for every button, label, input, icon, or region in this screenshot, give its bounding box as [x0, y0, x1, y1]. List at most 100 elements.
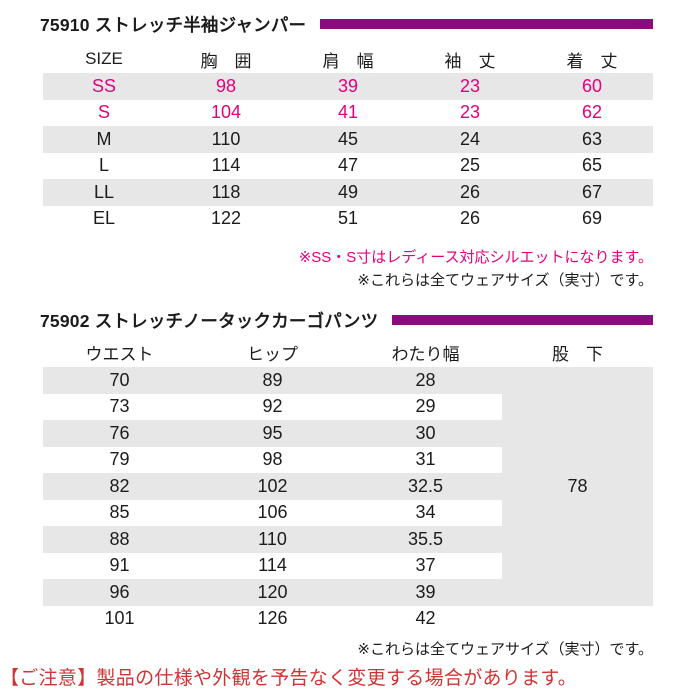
section2-cell: 101: [104, 608, 135, 629]
section1-cell: 24: [459, 128, 481, 149]
jumper-size-table: SIZE 胸 囲 肩 幅 袖 丈 着 丈 SS 98 39 23 60 S 104 41 23 62 M 11…: [43, 45, 653, 232]
section1-cell: 114: [211, 155, 241, 176]
section2-row-79: 79 98 31: [43, 447, 502, 474]
section1-row-L: L 114 47 25 65: [43, 153, 653, 180]
section1-row-S: S 104 41 23 62: [43, 100, 653, 127]
section1-cell: 41: [337, 102, 359, 123]
section2-cell: 96: [109, 581, 130, 602]
notice-text: 【ご注意】製品の仕様や外観を予告なく変更する場合があります。: [0, 668, 578, 689]
section2-cell: 102: [257, 475, 288, 496]
section2-column-header: わたり幅: [391, 344, 460, 364]
pants-table-header-row: ウエスト ヒップ わたり幅 股 下: [43, 337, 653, 367]
section2-cell: 76: [109, 422, 130, 443]
section2-cell: 70: [109, 369, 130, 390]
inseam-merged-cell: 78: [502, 367, 653, 606]
section2-row-91: 91 114 37: [43, 553, 502, 580]
section2-cell: 73: [109, 396, 130, 417]
section2-row-73: 73 92 29: [43, 394, 502, 421]
section2-cell: 82: [109, 475, 130, 496]
section1-column-header: 袖 丈: [444, 51, 496, 71]
section1-cell: 45: [337, 128, 359, 149]
jumper-title-row: 75910 ストレッチ半袖ジャンパー: [40, 13, 653, 35]
section1-cell: 26: [459, 208, 481, 229]
section2-cell: 79: [109, 449, 130, 470]
section2-cell: 39: [415, 581, 436, 602]
section2-cell: 37: [415, 555, 436, 576]
section1-cell: 122: [210, 208, 242, 229]
section1-cell: 60: [581, 75, 603, 96]
section1-cell: 23: [459, 102, 481, 123]
wear-size-note-pants: ※これらは全てウェアサイズ（実寸）です。: [357, 641, 653, 658]
section1-row-EL: EL 122 51 26 69: [43, 206, 653, 233]
section2-cell: 110: [258, 528, 287, 549]
section1-cell: 63: [581, 128, 603, 149]
section1-row-M: M 110 45 24 63: [43, 126, 653, 153]
section1-cell: 118: [211, 181, 241, 202]
section2-cell: 92: [262, 396, 283, 417]
section2-cell: 89: [262, 369, 283, 390]
section1-cell: 110: [211, 128, 241, 149]
jumper-table-body: SS 98 39 23 60 S 104 41 23 62 M 110 45 24 63 L 114 47 25 65…: [43, 73, 653, 232]
pants-title-row: 75902 ストレッチノータックカーゴパンツ: [40, 309, 653, 331]
section1-cell: 67: [581, 181, 603, 202]
section2-column-header: ヒップ: [247, 344, 298, 364]
section2-cell: 91: [109, 555, 130, 576]
section1-cell: 69: [581, 208, 603, 229]
section2-row-70: 70 89 28: [43, 367, 502, 394]
section2-cell: 88: [109, 528, 130, 549]
section1-cell: 51: [337, 208, 359, 229]
section1-cell: 62: [581, 102, 603, 123]
section1-cell: EL: [92, 208, 116, 229]
inseam-value: 78: [567, 475, 588, 496]
section2-cell: 30: [415, 422, 436, 443]
section2-cell: 114: [258, 555, 287, 576]
section1-cell: 26: [459, 181, 481, 202]
section2-cell: 126: [257, 608, 288, 629]
section2-cell: 34: [415, 502, 436, 523]
pants-size-table: ウエスト ヒップ わたり幅 股 下 70 89 28 73 92 29 76 95 30 79 98 31 8…: [43, 337, 653, 632]
section2-cell: 31: [415, 449, 436, 470]
section1-cell: 39: [337, 75, 359, 96]
section1-cell: 25: [459, 155, 481, 176]
section1-cell: 23: [459, 75, 481, 96]
section1-cell: 104: [210, 102, 242, 123]
jumper-title: 75910 ストレッチ半袖ジャンパー: [40, 14, 307, 35]
jumper-title-accent-bar: [320, 19, 653, 29]
section2-column-header: 股 下: [552, 344, 603, 364]
section2-column-header: ウエスト: [85, 344, 154, 364]
section1-cell: 98: [215, 75, 237, 96]
section2-row-76: 76 95 30: [43, 420, 502, 447]
section1-cell: S: [97, 102, 110, 123]
section2-row-88: 88 110 35.5: [43, 526, 502, 553]
section2-cell: 32.5: [407, 475, 444, 496]
section1-row-LL: LL 118 49 26 67: [43, 179, 653, 206]
section2-row-85: 85 106 34: [43, 500, 502, 527]
section1-cell: LL: [93, 181, 115, 202]
section2-row-96: 96 120 39: [43, 579, 502, 606]
ladies-silhouette-note: ※SS・S寸はレディース対応シルエットになります。: [298, 249, 653, 266]
section2-cell: 120: [257, 581, 288, 602]
section2-row-101: 101 126 42: [43, 606, 502, 633]
section1-cell: L: [98, 155, 109, 176]
pants-table-body: 70 89 28 73 92 29 76 95 30 79 98 31 82 102 32.5 85 106 34…: [43, 367, 653, 632]
section1-cell: 47: [337, 155, 359, 176]
pants-title: 75902 ストレッチノータックカーゴパンツ: [40, 310, 379, 331]
section1-column-header: 着 丈: [566, 51, 618, 71]
section1-cell: 65: [581, 155, 603, 176]
section2-cell: 85: [109, 502, 130, 523]
section2-cell: 106: [257, 502, 288, 523]
section1-column-header: 肩 幅: [322, 51, 374, 71]
section2-cell: 98: [262, 449, 283, 470]
section2-cell: 29: [415, 396, 436, 417]
section1-cell: M: [96, 128, 112, 149]
jumper-table-header-row: SIZE 胸 囲 肩 幅 袖 丈 着 丈: [43, 45, 653, 73]
section1-column-header: 胸 囲: [200, 51, 252, 71]
section1-cell: SS: [91, 75, 116, 96]
section2-cell: 95: [262, 422, 283, 443]
section2-cell: 42: [415, 608, 436, 629]
section1-column-header: SIZE: [85, 49, 123, 68]
section2-row-82: 82 102 32.5: [43, 473, 502, 500]
section2-cell: 35.5: [407, 528, 444, 549]
section1-cell: 49: [337, 181, 359, 202]
